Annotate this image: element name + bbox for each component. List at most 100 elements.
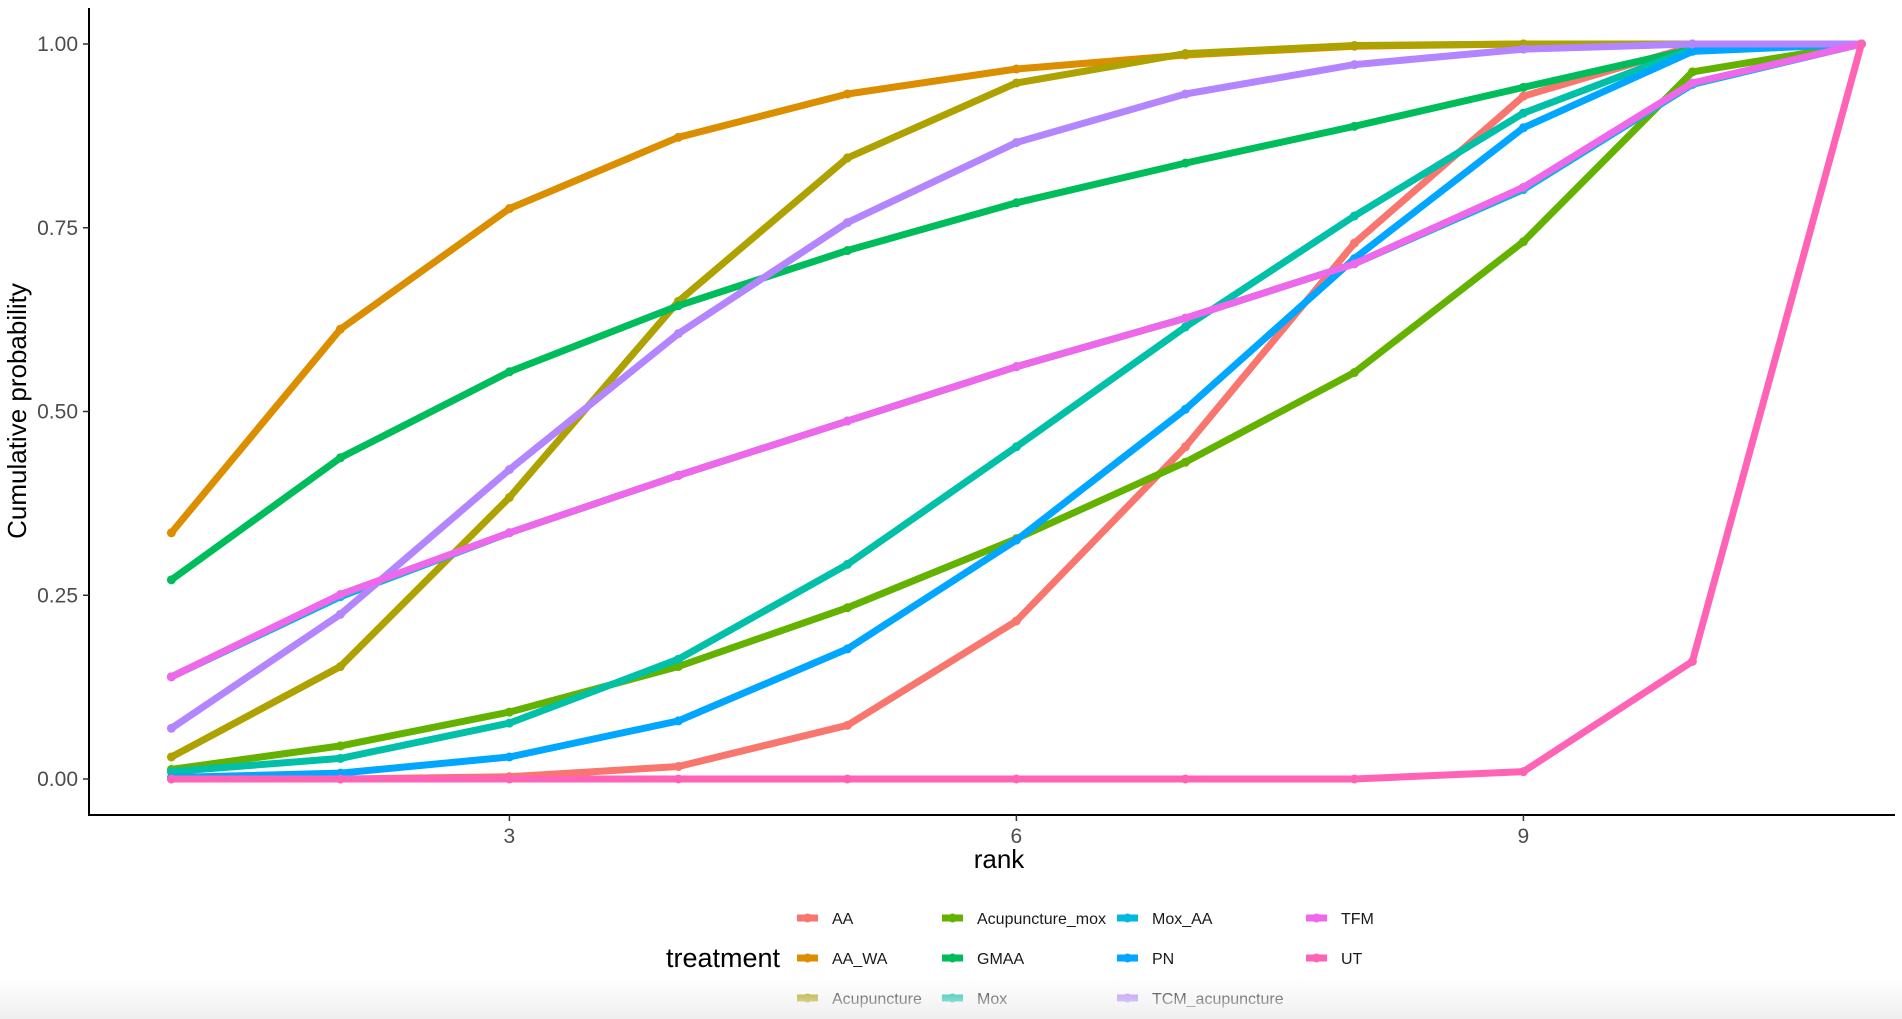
data-point [1856,39,1866,49]
data-point [1011,137,1021,147]
legend-label: Acupuncture [832,991,922,1008]
legend-item-aa-wa: AA_WA [797,951,888,968]
data-point [335,324,345,334]
data-point [1518,123,1528,133]
data-point [504,492,514,502]
data-point [1180,89,1190,99]
data-point [1349,368,1359,378]
legend-label: UT [1341,951,1363,968]
data-point [1518,108,1528,118]
data-point [166,672,176,682]
legend-label: Acupuncture_mox [977,911,1106,928]
data-point [1180,442,1190,452]
data-point [842,416,852,426]
x-ticks: 3 6 9 [504,815,1530,848]
legend-key-point [1312,913,1321,923]
data-point [673,762,683,772]
data-point [1687,46,1697,56]
data-point [335,774,345,784]
data-point [1011,535,1021,545]
legend-item-gmaa: GMAA [942,951,1024,968]
data-point [1180,774,1190,784]
data-point [1011,198,1021,208]
legend-label: TCM_acupuncture [1152,991,1284,1008]
y-tick-label: 0.25 [37,584,78,607]
y-tick-label: 1.00 [37,33,78,56]
legend-item-tfm: TFM [1306,911,1374,928]
data-point [673,301,683,311]
data-point [335,753,345,763]
legend-label: Mox_AA [1152,911,1213,928]
plot-series [166,39,1866,784]
data-point [673,716,683,726]
data-point [166,774,176,784]
data-point [1349,121,1359,131]
data-point [842,720,852,730]
data-point [166,752,176,762]
data-point [1011,774,1021,784]
data-point [1011,78,1021,88]
legend-key-point [1123,993,1132,1003]
legend-label: PN [1152,951,1174,968]
x-tick-label: 9 [1518,825,1530,848]
y-tick-label: 0.75 [37,217,78,240]
data-point [335,590,345,600]
data-point [673,470,683,480]
data-point [504,752,514,762]
data-point [842,559,852,569]
y-tick-label: 0.50 [37,401,78,424]
y-ticks: 0.00 0.25 0.50 0.75 1.00 [37,33,89,791]
data-point [1349,259,1359,269]
data-point [1687,39,1697,49]
data-point [673,329,683,339]
data-point [166,723,176,733]
data-point [1180,404,1190,414]
legend-title: treatment [666,943,781,973]
data-point [842,603,852,613]
y-tick-label: 0.00 [37,768,78,791]
data-point [1180,313,1190,323]
data-point [504,528,514,538]
data-point [1687,656,1697,666]
data-point [335,609,345,619]
data-point [1518,82,1528,92]
legend-item-aa: AA [797,911,854,928]
data-point [1518,91,1528,101]
legend-key-point [803,913,812,923]
x-tick-label: 6 [1011,825,1023,848]
legend-key-point [803,993,812,1003]
legend-key-point [948,993,957,1003]
legend-key-point [1123,953,1132,963]
data-point [1011,64,1021,74]
data-point [842,153,852,163]
data-point [673,662,683,672]
data-point [1518,237,1528,247]
data-point [842,246,852,256]
data-point [1687,78,1697,88]
data-point [504,367,514,377]
data-point [1011,442,1021,452]
data-point [1518,767,1528,777]
data-point [335,453,345,463]
legend-key-point [948,953,957,963]
data-point [335,662,345,672]
data-point [1349,60,1359,70]
legend-label: Mox [977,991,1007,1008]
data-point [166,528,176,538]
data-point [1687,67,1697,77]
data-point [842,89,852,99]
data-point [504,204,514,214]
data-point [1180,322,1190,332]
legend-key-point [948,913,957,923]
data-point [842,218,852,228]
legend-key-point [803,953,812,963]
y-axis-title: Cumulative probability [2,283,32,539]
legend-item-mox-aa: Mox_AA [1117,911,1213,928]
data-point [673,132,683,142]
legend-item-pn: PN [1117,951,1174,968]
legend-label: AA [832,911,854,928]
axes: 0.00 0.25 0.50 0.75 1.00 3 6 9 rank Cumulative… [2,8,1895,874]
x-axis-title: rank [974,844,1026,874]
data-point [504,774,514,784]
data-point [166,575,176,585]
